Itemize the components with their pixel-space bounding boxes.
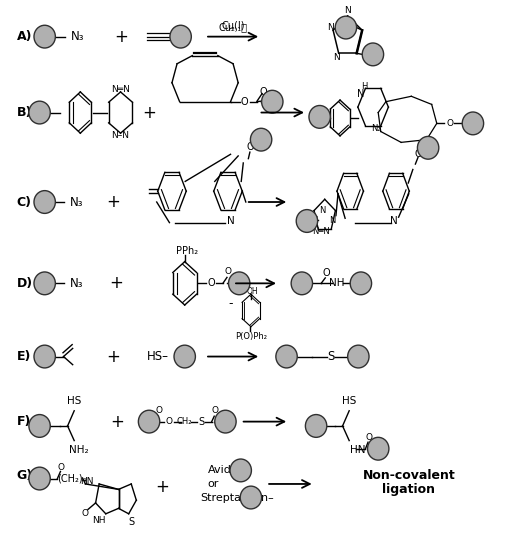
- Circle shape: [34, 25, 55, 48]
- Text: Non-covalent: Non-covalent: [362, 469, 455, 482]
- Text: N: N: [311, 216, 318, 226]
- Text: or: or: [208, 479, 219, 489]
- Circle shape: [305, 415, 327, 437]
- Circle shape: [230, 459, 251, 482]
- Text: O: O: [82, 509, 89, 518]
- Text: O: O: [156, 406, 163, 415]
- Text: +: +: [106, 193, 120, 211]
- Text: O: O: [58, 463, 65, 472]
- Text: N₃: N₃: [71, 30, 84, 43]
- Text: N: N: [333, 53, 339, 62]
- Text: +: +: [155, 477, 169, 496]
- Text: N–N: N–N: [112, 131, 130, 140]
- Text: HN: HN: [350, 445, 366, 455]
- Text: PPh₂: PPh₂: [176, 246, 198, 256]
- Circle shape: [250, 128, 272, 151]
- Text: HN: HN: [80, 477, 94, 486]
- Text: N₃: N₃: [70, 196, 83, 209]
- Circle shape: [417, 136, 439, 159]
- Circle shape: [215, 410, 236, 433]
- Text: O: O: [207, 278, 215, 288]
- Circle shape: [29, 415, 50, 437]
- Circle shape: [348, 345, 369, 368]
- Circle shape: [34, 345, 55, 368]
- Text: (CH₂)₄: (CH₂)₄: [57, 474, 87, 483]
- Text: +: +: [111, 413, 124, 431]
- Text: Streptavidin–: Streptavidin–: [200, 493, 274, 502]
- Circle shape: [462, 112, 484, 135]
- Text: CH₂: CH₂: [177, 417, 193, 426]
- Text: N: N: [329, 216, 335, 226]
- Text: N: N: [390, 216, 398, 226]
- Text: +: +: [109, 274, 123, 292]
- Text: NH₂: NH₂: [69, 445, 89, 455]
- Text: P(O)Ph₂: P(O)Ph₂: [235, 332, 267, 341]
- Circle shape: [228, 272, 250, 295]
- Circle shape: [174, 345, 196, 368]
- Circle shape: [34, 191, 55, 214]
- Text: +: +: [106, 348, 120, 366]
- Circle shape: [350, 272, 372, 295]
- Text: N═N: N═N: [312, 227, 330, 237]
- Text: HS: HS: [342, 396, 356, 406]
- Text: +: +: [114, 28, 128, 46]
- Text: N: N: [227, 216, 234, 226]
- Circle shape: [309, 106, 330, 128]
- Circle shape: [29, 467, 50, 490]
- Text: OH: OH: [247, 287, 258, 296]
- Circle shape: [262, 90, 283, 113]
- Circle shape: [362, 43, 383, 66]
- Text: S: S: [198, 416, 204, 427]
- Circle shape: [170, 25, 191, 48]
- Circle shape: [291, 272, 312, 295]
- Text: O: O: [212, 406, 219, 415]
- Text: O: O: [241, 96, 249, 107]
- Text: N: N: [357, 89, 364, 99]
- Circle shape: [29, 101, 50, 124]
- Text: S: S: [128, 517, 134, 527]
- Text: D): D): [17, 277, 33, 290]
- Circle shape: [138, 410, 160, 433]
- Text: N: N: [344, 6, 351, 15]
- Text: N: N: [327, 23, 333, 32]
- Circle shape: [34, 272, 55, 295]
- Text: Avidin–: Avidin–: [208, 465, 247, 475]
- Text: +: +: [142, 104, 156, 122]
- Text: N: N: [319, 205, 326, 215]
- Circle shape: [276, 345, 297, 368]
- Text: HS–: HS–: [147, 350, 169, 363]
- Text: Cu(I): Cu(I): [221, 21, 245, 31]
- Text: F): F): [17, 415, 31, 428]
- Text: N═N: N═N: [111, 85, 130, 94]
- Text: O: O: [366, 433, 373, 443]
- Text: H: H: [361, 82, 367, 91]
- Text: O: O: [246, 142, 254, 152]
- Circle shape: [335, 16, 356, 39]
- Text: HS: HS: [67, 396, 81, 406]
- Text: NH: NH: [92, 516, 106, 525]
- Circle shape: [368, 437, 389, 460]
- Text: O: O: [260, 87, 267, 97]
- Text: -: -: [228, 298, 233, 311]
- Text: Cu₂₎₁₏: Cu₂₎₁₏: [219, 22, 248, 32]
- Circle shape: [296, 210, 317, 232]
- Text: C): C): [17, 196, 32, 209]
- Circle shape: [240, 486, 262, 509]
- Text: A): A): [17, 30, 32, 43]
- Text: B): B): [17, 106, 32, 119]
- Text: N₂: N₂: [371, 124, 380, 134]
- Text: E): E): [17, 350, 31, 363]
- Text: G): G): [17, 469, 33, 482]
- Text: S: S: [328, 350, 335, 363]
- Text: ligation: ligation: [382, 483, 435, 496]
- Text: O: O: [224, 267, 231, 276]
- Text: N₃: N₃: [70, 277, 83, 290]
- Text: O: O: [166, 417, 173, 426]
- Text: NH: NH: [329, 278, 344, 288]
- Text: O: O: [446, 119, 453, 128]
- Text: O: O: [323, 268, 330, 277]
- Text: O: O: [414, 149, 422, 159]
